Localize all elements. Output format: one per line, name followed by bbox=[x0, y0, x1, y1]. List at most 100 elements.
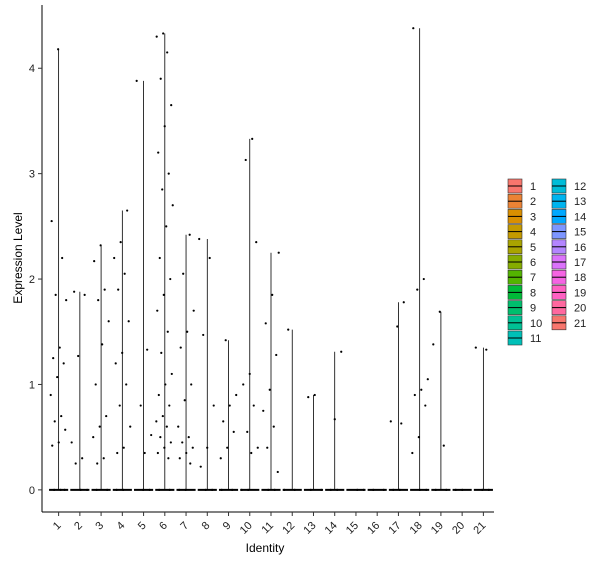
point bbox=[382, 488, 385, 491]
point bbox=[224, 339, 227, 342]
point bbox=[115, 488, 118, 491]
x-tick-label: 3 bbox=[93, 520, 106, 533]
point bbox=[336, 488, 339, 491]
point bbox=[212, 404, 215, 407]
point bbox=[372, 488, 375, 491]
point bbox=[57, 48, 60, 51]
point bbox=[96, 462, 99, 465]
x-tick-label: 8 bbox=[200, 520, 213, 533]
legend-label: 8 bbox=[530, 287, 536, 299]
point bbox=[198, 237, 201, 241]
point bbox=[432, 343, 435, 346]
point bbox=[396, 325, 399, 328]
point bbox=[267, 488, 270, 491]
y-tick-label: 3 bbox=[29, 169, 35, 181]
point bbox=[53, 420, 56, 423]
point bbox=[139, 404, 142, 407]
point bbox=[219, 457, 222, 460]
legend-label: 17 bbox=[574, 257, 586, 269]
point bbox=[412, 27, 415, 30]
x-tick-label: 13 bbox=[301, 520, 318, 537]
point bbox=[50, 219, 53, 223]
point bbox=[264, 322, 267, 325]
point bbox=[161, 414, 164, 418]
x-tick-label: 10 bbox=[238, 520, 255, 537]
point bbox=[418, 488, 421, 491]
point bbox=[362, 488, 365, 491]
legend-label: 18 bbox=[574, 272, 586, 284]
point bbox=[169, 277, 172, 281]
y-axis-label: Expression Level bbox=[11, 212, 25, 303]
point bbox=[159, 77, 162, 80]
point bbox=[186, 330, 189, 333]
x-tick-label: 7 bbox=[178, 520, 191, 533]
point bbox=[398, 488, 401, 491]
point bbox=[86, 488, 89, 491]
point bbox=[105, 414, 108, 418]
point bbox=[70, 441, 73, 444]
point bbox=[161, 188, 164, 191]
point bbox=[129, 425, 132, 428]
point bbox=[277, 251, 280, 254]
point bbox=[438, 310, 441, 313]
legend-label: 2 bbox=[530, 196, 536, 208]
point bbox=[256, 446, 259, 449]
point bbox=[122, 488, 125, 491]
point bbox=[481, 488, 484, 491]
point bbox=[188, 233, 191, 236]
point bbox=[121, 351, 124, 354]
point bbox=[244, 158, 247, 162]
point bbox=[255, 241, 258, 244]
point bbox=[165, 425, 168, 428]
point bbox=[293, 488, 296, 491]
legend-label: 11 bbox=[530, 333, 541, 345]
point bbox=[49, 393, 52, 397]
point bbox=[445, 488, 448, 491]
point bbox=[166, 51, 169, 54]
point bbox=[228, 404, 231, 407]
y-tick-label: 0 bbox=[29, 485, 35, 497]
point bbox=[170, 104, 173, 107]
point bbox=[169, 441, 172, 444]
point bbox=[275, 353, 278, 357]
point bbox=[250, 451, 253, 455]
point bbox=[485, 348, 488, 351]
y-tick-label: 1 bbox=[29, 379, 35, 391]
point bbox=[135, 79, 138, 82]
point bbox=[179, 346, 182, 349]
legend-label: 4 bbox=[530, 227, 536, 239]
point bbox=[208, 256, 211, 260]
point bbox=[119, 241, 122, 244]
point bbox=[402, 301, 405, 304]
point bbox=[268, 388, 271, 391]
point bbox=[389, 420, 392, 423]
x-tick-label: 6 bbox=[157, 520, 170, 533]
legend-label: 7 bbox=[530, 272, 536, 284]
point bbox=[83, 293, 86, 296]
point bbox=[98, 425, 101, 428]
point bbox=[95, 488, 98, 491]
x-tick-label: 20 bbox=[450, 520, 467, 537]
y-tick-label: 2 bbox=[29, 274, 35, 286]
point bbox=[422, 277, 425, 281]
point bbox=[102, 457, 105, 460]
point bbox=[287, 328, 290, 331]
point bbox=[434, 488, 437, 491]
point bbox=[54, 293, 57, 296]
point bbox=[425, 488, 428, 491]
legend-label: 6 bbox=[530, 257, 536, 269]
point bbox=[276, 470, 279, 474]
legend-label: 5 bbox=[530, 242, 536, 254]
point bbox=[155, 35, 158, 38]
point bbox=[157, 151, 160, 154]
legend-label: 10 bbox=[530, 318, 542, 330]
x-tick-label: 19 bbox=[429, 520, 446, 537]
point bbox=[94, 383, 97, 386]
point bbox=[242, 383, 245, 386]
point bbox=[272, 425, 275, 428]
point bbox=[220, 488, 223, 491]
point bbox=[307, 396, 310, 399]
point bbox=[167, 172, 170, 175]
point bbox=[191, 446, 194, 449]
